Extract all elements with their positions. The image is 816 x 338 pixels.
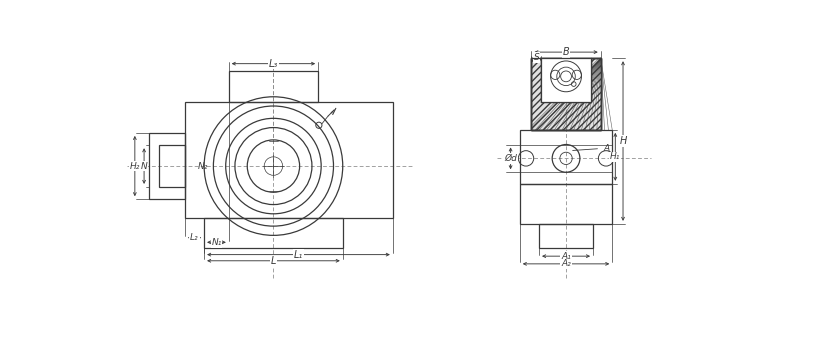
Text: L₃: L₃: [268, 59, 278, 69]
Text: L: L: [271, 256, 276, 266]
Text: H: H: [619, 136, 627, 146]
Text: A₂: A₂: [561, 259, 571, 268]
Bar: [541, 58, 591, 102]
Text: L₁: L₁: [294, 250, 303, 260]
Text: N: N: [140, 162, 148, 171]
Text: H₁: H₁: [610, 152, 620, 161]
Text: S: S: [534, 53, 539, 62]
Text: A₁: A₁: [561, 252, 571, 261]
Text: A: A: [573, 144, 609, 153]
Bar: [531, 58, 601, 130]
Text: N₂: N₂: [197, 162, 208, 171]
Text: Ød: Ød: [504, 154, 517, 163]
Bar: [531, 58, 601, 130]
Text: H₂: H₂: [130, 162, 140, 171]
Text: B: B: [563, 47, 570, 57]
Text: L₂: L₂: [190, 233, 199, 242]
Text: N₁: N₁: [211, 238, 222, 247]
Bar: [541, 58, 591, 102]
